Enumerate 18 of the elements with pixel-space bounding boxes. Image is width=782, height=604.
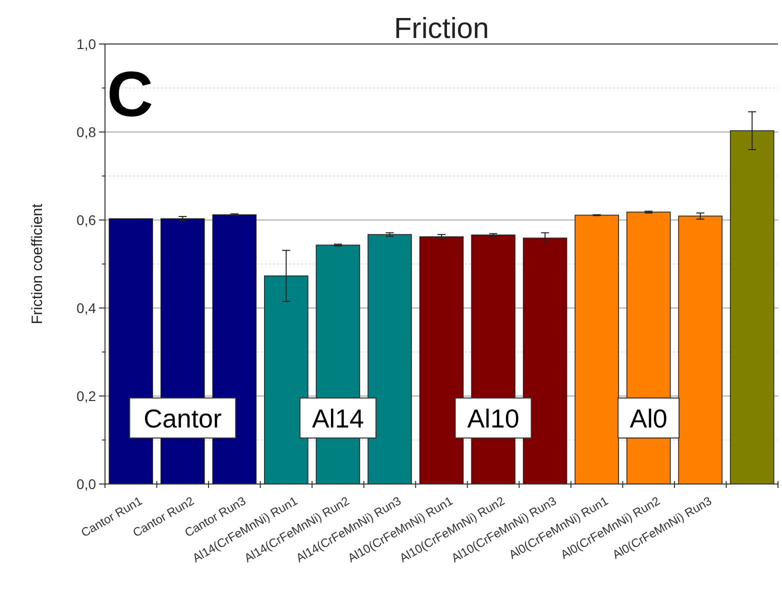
bar (522, 238, 568, 484)
y-tick-label: 0,4 (76, 300, 96, 316)
bar (574, 214, 619, 484)
y-tick-label: 0,6 (76, 212, 96, 228)
annotation: Al14 (312, 403, 364, 434)
chart-title: Friction (394, 13, 490, 45)
y-tick-label: 1,0 (76, 36, 96, 52)
y-tick-label: 0,8 (76, 124, 96, 140)
y-tick-label: 0,2 (76, 388, 96, 404)
y-axis-title: Friction coefficient (29, 202, 46, 324)
bar (678, 216, 722, 484)
annotation: Al10 (467, 403, 520, 434)
bar (368, 234, 412, 484)
annotation: C (107, 58, 154, 130)
bar (419, 236, 464, 484)
y-tick-label: 0,0 (76, 476, 96, 492)
annotation: Cantor (144, 403, 222, 434)
annotation: Al0 (630, 403, 668, 434)
